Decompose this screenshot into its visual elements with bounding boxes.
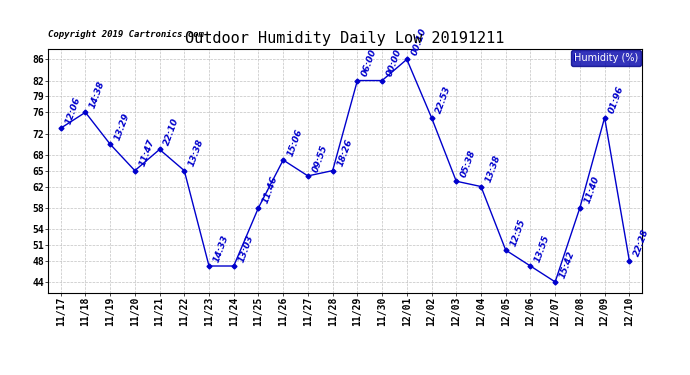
Text: 12:55: 12:55	[509, 217, 527, 248]
Text: 14:38: 14:38	[88, 80, 106, 110]
Text: 13:03: 13:03	[237, 233, 255, 263]
Text: 15:06: 15:06	[286, 128, 304, 158]
Text: 00:00: 00:00	[385, 48, 403, 78]
Text: 12:06: 12:06	[63, 96, 82, 126]
Text: 22:28: 22:28	[632, 228, 651, 258]
Text: 00:10: 00:10	[410, 27, 428, 57]
Text: 15:42: 15:42	[558, 249, 576, 279]
Text: 18:26: 18:26	[335, 138, 354, 168]
Text: 14:33: 14:33	[212, 233, 230, 263]
Title: Outdoor Humidity Daily Low 20191211: Outdoor Humidity Daily Low 20191211	[186, 31, 504, 46]
Text: Copyright 2019 Cartronics.com: Copyright 2019 Cartronics.com	[48, 30, 204, 39]
Legend: Humidity (%): Humidity (%)	[571, 50, 641, 66]
Text: 11:40: 11:40	[583, 175, 601, 205]
Text: 11:46: 11:46	[262, 175, 279, 205]
Text: 13:38: 13:38	[484, 154, 502, 184]
Text: 13:55: 13:55	[533, 233, 551, 263]
Text: 11:47: 11:47	[138, 138, 156, 168]
Text: 09:55: 09:55	[311, 143, 329, 173]
Text: 22:53: 22:53	[435, 85, 453, 115]
Text: 06:00: 06:00	[360, 48, 379, 78]
Text: 05:38: 05:38	[460, 148, 477, 178]
Text: 13:29: 13:29	[113, 111, 131, 141]
Text: 13:38: 13:38	[187, 138, 206, 168]
Text: 22:10: 22:10	[163, 117, 181, 147]
Text: 01:96: 01:96	[608, 85, 626, 115]
